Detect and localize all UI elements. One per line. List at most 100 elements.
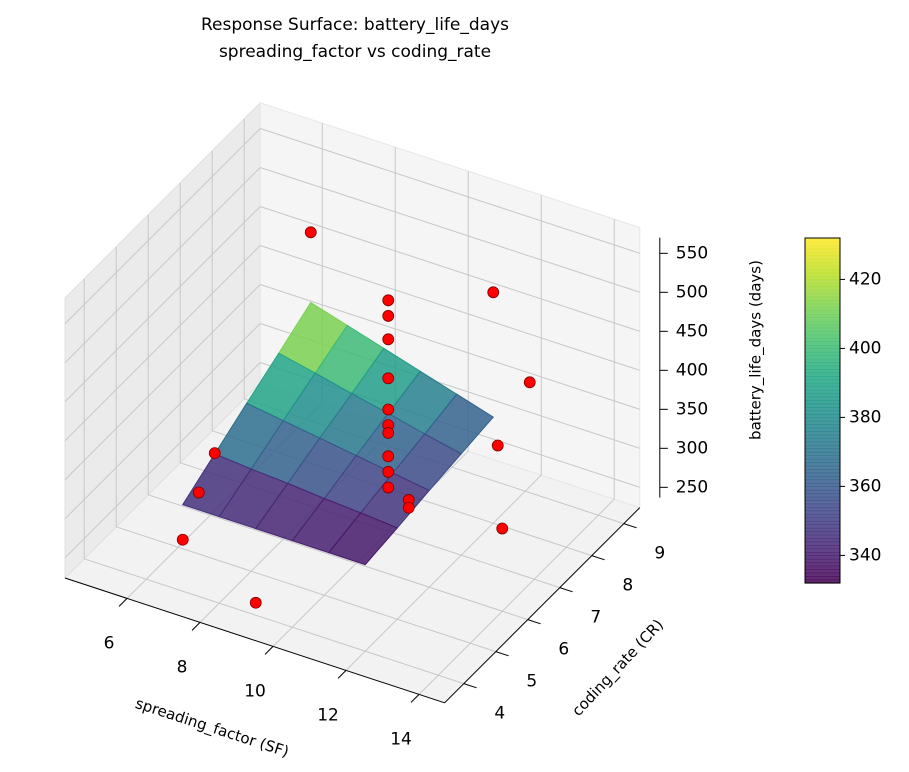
colorbar-cell [805, 279, 840, 284]
colorbar-cell [805, 434, 840, 439]
colorbar-cell [805, 282, 840, 287]
colorbar-cell [805, 538, 840, 543]
y-tick-label: 4 [494, 704, 505, 724]
colorbar-cell [805, 310, 840, 315]
colorbar-cell [805, 324, 840, 329]
tick-mark [410, 694, 420, 703]
grid-line [64, 362, 261, 559]
colorbar-cell [805, 486, 840, 491]
data-point [382, 450, 395, 463]
colorbar-cell [805, 417, 840, 422]
colorbar-cell [805, 465, 840, 470]
colorbar-cell [805, 334, 840, 339]
colorbar-cell [805, 579, 840, 584]
colorbar-cell [805, 262, 840, 267]
colorbar-cell [805, 431, 840, 436]
colorbar-cell [805, 413, 840, 418]
colorbar-cell [805, 382, 840, 387]
grid-line [260, 167, 640, 293]
colorbar-cell [805, 389, 840, 394]
colorbar-cell [805, 489, 840, 494]
colorbar-cell [805, 510, 840, 515]
colorbar-tick-label: 380 [849, 407, 881, 427]
colorbar-cell [805, 534, 840, 539]
grid-line [64, 284, 261, 481]
colorbar-cell [805, 317, 840, 322]
colorbar-cell [805, 338, 840, 343]
colorbar-cell [805, 514, 840, 519]
colorbar-cell [805, 469, 840, 474]
colorbar-cell [805, 407, 840, 412]
surface-patch [327, 512, 399, 566]
colorbar-cell [805, 517, 840, 522]
tick-mark [264, 646, 274, 655]
colorbar-cell [805, 365, 840, 370]
colorbar-cell [805, 472, 840, 477]
x-tick-label: 8 [177, 657, 188, 677]
grid-line [345, 474, 542, 671]
colorbar-cell [805, 255, 840, 260]
colorbar-cell [805, 410, 840, 415]
z-tick-label: 250 [676, 477, 708, 497]
data-point [382, 427, 395, 439]
colorbar-cell [805, 462, 840, 467]
data-point [176, 533, 189, 546]
grid-line [84, 558, 464, 685]
colorbar-cell [805, 386, 840, 391]
colorbar-cell [805, 296, 840, 301]
colorbar-cell [805, 479, 840, 484]
colorbar-cell [805, 286, 840, 291]
grid-line [64, 245, 261, 442]
data-point [487, 286, 500, 299]
colorbar-tick-label: 420 [849, 269, 881, 289]
grid-line [260, 284, 640, 410]
tick-mark [623, 523, 637, 529]
colorbar-cell [805, 272, 840, 277]
colorbar-cell [805, 327, 840, 332]
colorbar-tick-label: 360 [849, 476, 881, 496]
colorbar-cell [805, 493, 840, 498]
colorbar-cell [805, 248, 840, 253]
colorbar-cell [805, 496, 840, 501]
colorbar-cell [805, 524, 840, 529]
tick-mark [118, 598, 128, 607]
colorbar-cell [805, 351, 840, 356]
colorbar-cell [805, 548, 840, 553]
z-tick-label: 550 [676, 243, 708, 263]
grid-line [64, 323, 261, 520]
y-tick-label: 8 [622, 576, 633, 596]
colorbar-cell [805, 448, 840, 453]
colorbar-cell [805, 565, 840, 570]
data-point [249, 596, 262, 609]
data-point [382, 310, 395, 322]
y-tick-label: 6 [558, 640, 569, 660]
colorbar-cell [805, 555, 840, 560]
colorbar-cell [805, 362, 840, 367]
colorbar-cell [805, 531, 840, 536]
tick-mark [527, 619, 541, 625]
colorbar-cell [805, 400, 840, 405]
data-point [304, 226, 317, 239]
z-tick-label: 300 [676, 438, 708, 458]
data-point [382, 481, 395, 494]
y-tick-label: 9 [654, 544, 665, 564]
colorbar-cell [805, 558, 840, 563]
colorbar-cell [805, 331, 840, 336]
colorbar-cell [805, 376, 840, 381]
z-axis-title: battery_life_days (days) [747, 260, 766, 440]
colorbar-cell [805, 403, 840, 408]
colorbar-cell [805, 545, 840, 550]
x-tick-label: 14 [390, 729, 412, 749]
colorbar-cell [805, 441, 840, 446]
data-point [382, 294, 395, 307]
colorbar-cell [805, 500, 840, 505]
colorbar-cell [805, 300, 840, 305]
data-point [382, 466, 395, 478]
data-point [208, 447, 221, 460]
colorbar-cell [805, 244, 840, 249]
colorbar-cell [805, 265, 840, 270]
colorbar-cell [805, 507, 840, 512]
chart-subtitle: spreading_factor vs coding_rate [219, 42, 491, 62]
grid-line [64, 206, 261, 403]
colorbar-cell [805, 482, 840, 487]
